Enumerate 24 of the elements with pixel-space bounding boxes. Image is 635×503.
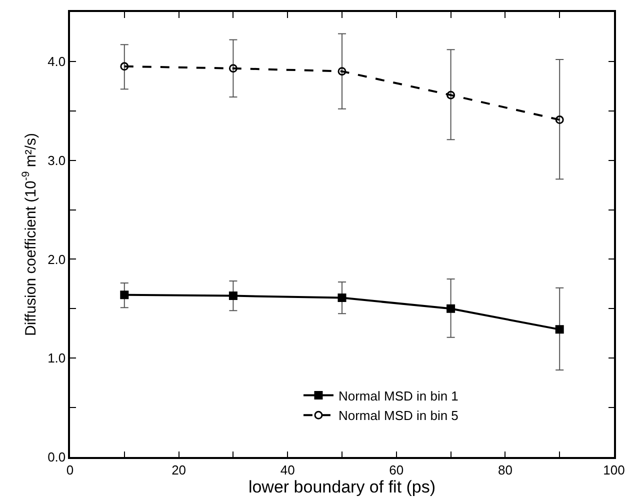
point <box>446 90 456 100</box>
point <box>555 325 564 334</box>
x-tick-label: 100 <box>603 462 625 478</box>
point <box>120 62 129 71</box>
point <box>338 294 346 302</box>
x-axis-title: lower boundary of fit (ps) <box>248 477 436 496</box>
x-tick-label: 0 <box>66 462 74 478</box>
point <box>228 64 238 73</box>
point <box>555 116 564 124</box>
point <box>446 304 456 313</box>
x-tick-label: 40 <box>280 462 295 478</box>
point <box>338 67 346 76</box>
x-tick-label: 20 <box>172 462 186 478</box>
y-tick-label: 3.0 <box>48 152 66 168</box>
y-tick-label: 1.0 <box>48 350 66 366</box>
x-tick-label: 60 <box>389 462 404 478</box>
x-tick-label: 80 <box>498 462 512 478</box>
point <box>228 292 238 300</box>
y-tick-label: 2.0 <box>48 252 66 267</box>
point <box>120 290 129 300</box>
legend-label: Normal MSD in bin 1 <box>338 388 458 404</box>
y-tick-label: 4.0 <box>48 54 66 69</box>
legend-label: Normal MSD in bin 5 <box>338 408 458 424</box>
y-tick-label: 0.0 <box>48 450 66 465</box>
